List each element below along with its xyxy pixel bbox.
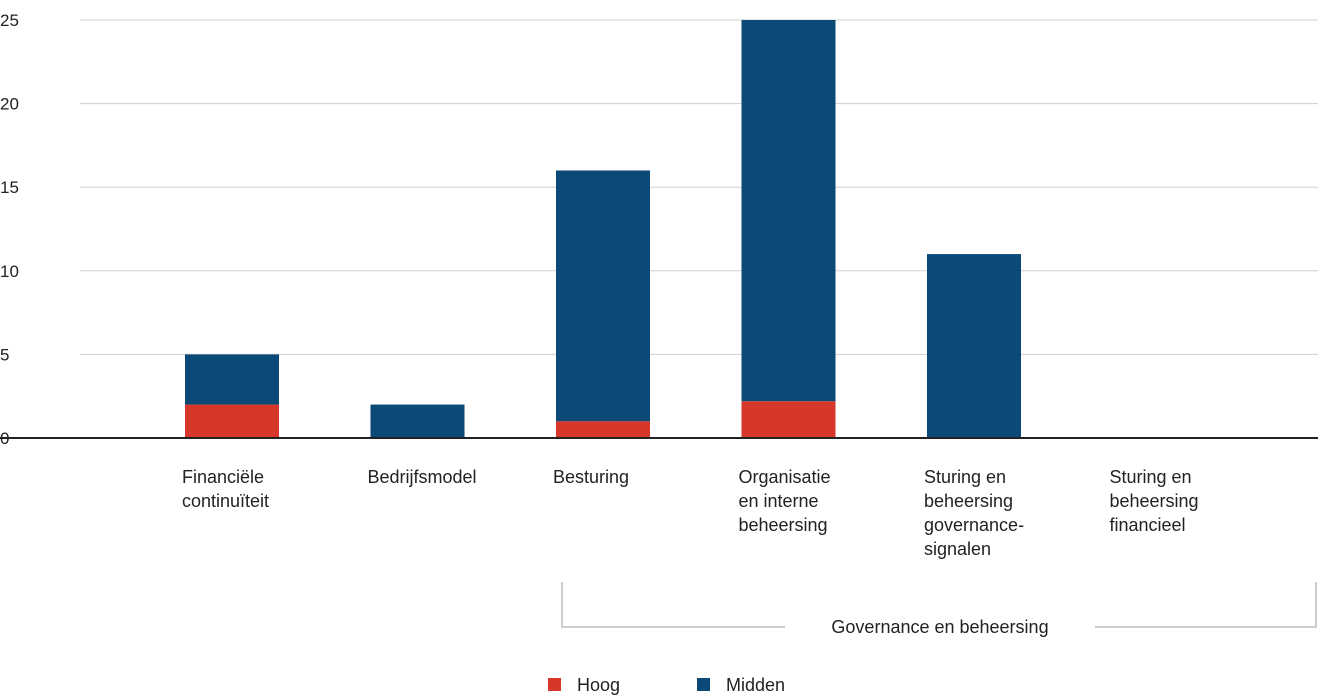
legend-label-hoog: Hoog — [577, 675, 620, 695]
y-tick-label: 10 — [0, 262, 19, 281]
category-group-bracket: Governance en beheersing — [561, 582, 1317, 637]
bar-hoog — [185, 404, 279, 438]
bar-midden — [185, 354, 279, 405]
x-tick-label: Sturing en beheersing financieel — [1110, 467, 1199, 535]
y-axis-ticks: 0510152025 — [0, 11, 19, 448]
bars — [185, 20, 1021, 438]
bar-midden — [741, 20, 836, 402]
bar-midden — [556, 170, 650, 422]
group-bracket-right — [1095, 582, 1317, 628]
bar-hoog — [741, 401, 836, 438]
x-axis-labels: Financiële continuïteit Bedrijfsmodel Bestu… — [182, 467, 1199, 559]
legend-swatch-hoog — [548, 678, 561, 691]
group-label: Governance en beheersing — [831, 617, 1048, 637]
y-tick-label: 20 — [0, 95, 19, 114]
bar-midden — [927, 254, 1021, 438]
x-tick-label: Organisatie en interne beheersing — [739, 467, 831, 535]
legend-swatch-midden — [697, 678, 710, 691]
x-tick-label: Bedrijfsmodel — [368, 467, 477, 487]
y-tick-label: 25 — [0, 11, 19, 30]
x-tick-label: Besturing — [553, 467, 629, 487]
bar-hoog — [556, 421, 650, 438]
y-tick-label: 5 — [0, 345, 9, 364]
x-tick-label: Sturing en beheersing governance-signalen — [924, 467, 1024, 559]
legend-label-midden: Midden — [726, 675, 785, 695]
x-tick-label: Financiële continuïteit — [182, 467, 269, 511]
bar-midden — [370, 404, 465, 438]
y-tick-label: 15 — [0, 178, 19, 197]
legend: Hoog Midden — [548, 675, 785, 695]
gridlines — [80, 19, 1318, 355]
group-bracket-left — [561, 582, 785, 628]
